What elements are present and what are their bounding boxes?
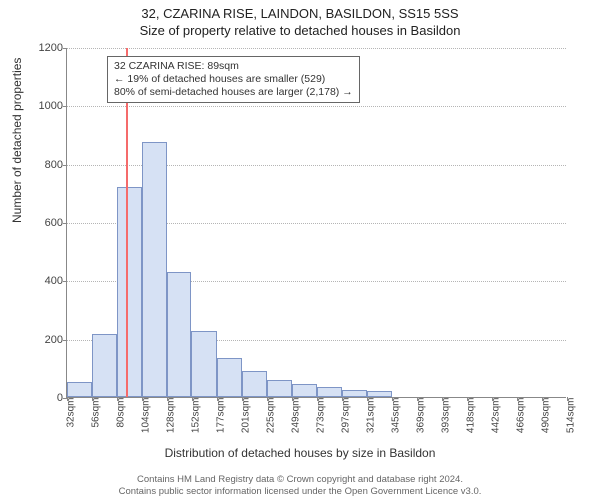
header-subtitle: Size of property relative to detached ho…	[0, 21, 600, 38]
annotation-line: ← 19% of detached houses are smaller (52…	[114, 73, 353, 86]
xtick-label: 177sqm	[216, 398, 227, 434]
histogram-bar	[191, 331, 217, 397]
xtick-label: 369sqm	[416, 398, 427, 434]
gridline	[67, 48, 566, 49]
xtick-label: 490sqm	[541, 398, 552, 434]
xtick-label: 128sqm	[166, 398, 177, 434]
histogram-bar	[267, 380, 292, 398]
histogram-bar	[117, 187, 142, 397]
y-axis-label: Number of detached properties	[10, 58, 24, 223]
histogram-bar	[342, 390, 367, 397]
xtick-label: 32sqm	[66, 398, 77, 428]
ytick-label: 1000	[25, 100, 63, 112]
ytick-mark	[63, 48, 67, 49]
histogram-bar	[67, 382, 92, 397]
xtick-label: 273sqm	[316, 398, 327, 434]
xtick-label: 104sqm	[141, 398, 152, 434]
ytick-label: 400	[25, 275, 63, 287]
footer-attribution: Contains HM Land Registry data © Crown c…	[0, 474, 600, 498]
header-address: 32, CZARINA RISE, LAINDON, BASILDON, SS1…	[0, 0, 600, 21]
ytick-label: 0	[25, 392, 63, 404]
xtick-label: 225sqm	[266, 398, 277, 434]
ytick-label: 800	[25, 159, 63, 171]
xtick-label: 297sqm	[341, 398, 352, 434]
ytick-label: 1200	[25, 42, 63, 54]
xtick-label: 466sqm	[516, 398, 527, 434]
annotation-line: 80% of semi-detached houses are larger (…	[114, 86, 353, 99]
annotation-line: 32 CZARINA RISE: 89sqm	[114, 60, 353, 73]
ytick-mark	[63, 281, 67, 282]
histogram-bar	[242, 371, 267, 397]
footer-line2: Contains public sector information licen…	[0, 486, 600, 498]
xtick-label: 80sqm	[116, 398, 127, 428]
ytick-mark	[63, 165, 67, 166]
histogram-bar	[217, 358, 242, 397]
plot-area: 02004006008001000120032sqm56sqm80sqm104s…	[66, 48, 566, 398]
histogram-bar	[142, 142, 167, 397]
histogram-bar	[167, 272, 192, 397]
ytick-mark	[63, 106, 67, 107]
footer-line1: Contains HM Land Registry data © Crown c…	[0, 474, 600, 486]
ytick-label: 600	[25, 217, 63, 229]
chart-area: 02004006008001000120032sqm56sqm80sqm104s…	[66, 48, 566, 398]
ytick-mark	[63, 340, 67, 341]
histogram-bar	[292, 384, 317, 397]
xtick-label: 321sqm	[366, 398, 377, 434]
xtick-label: 514sqm	[566, 398, 577, 434]
xtick-label: 442sqm	[491, 398, 502, 434]
xtick-label: 418sqm	[466, 398, 477, 434]
chart-container: 32, CZARINA RISE, LAINDON, BASILDON, SS1…	[0, 0, 600, 500]
xtick-label: 393sqm	[441, 398, 452, 434]
xtick-label: 201sqm	[241, 398, 252, 434]
histogram-bar	[317, 387, 342, 397]
annotation-box: 32 CZARINA RISE: 89sqm← 19% of detached …	[107, 56, 360, 103]
ytick-label: 200	[25, 334, 63, 346]
xtick-label: 56sqm	[91, 398, 102, 428]
x-axis-label: Distribution of detached houses by size …	[0, 446, 600, 460]
xtick-label: 249sqm	[291, 398, 302, 434]
ytick-mark	[63, 223, 67, 224]
gridline	[67, 106, 566, 107]
xtick-label: 345sqm	[391, 398, 402, 434]
xtick-label: 152sqm	[191, 398, 202, 434]
histogram-bar	[367, 391, 392, 397]
histogram-bar	[92, 334, 117, 397]
